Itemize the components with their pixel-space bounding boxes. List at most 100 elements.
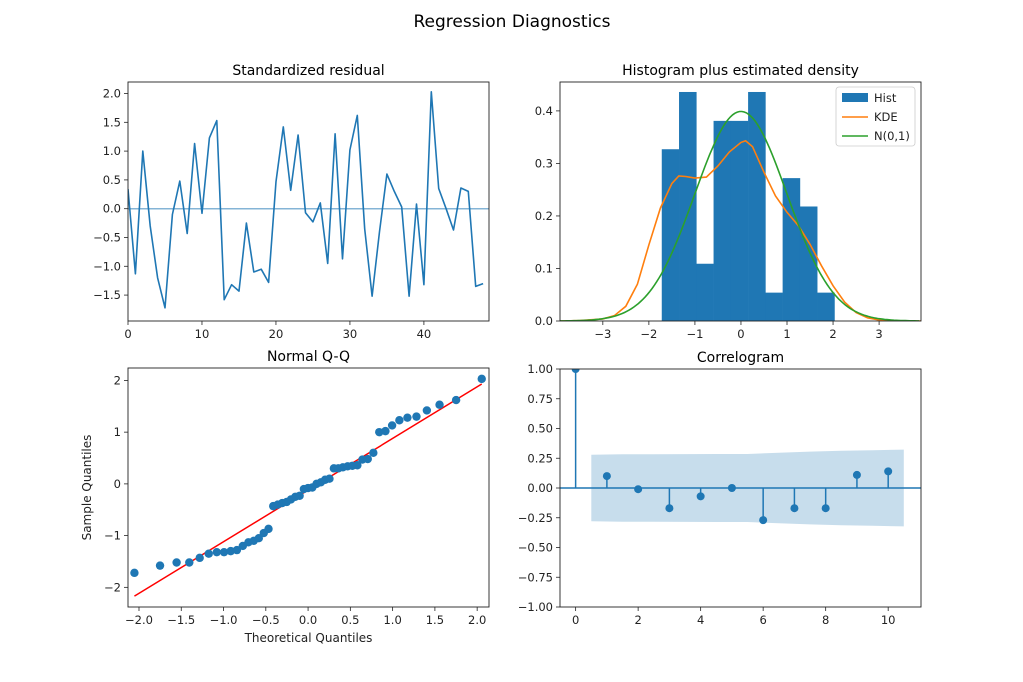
histogram-bar [661,149,680,321]
acf-marker [571,369,580,373]
legend-label: Hist [874,91,897,105]
axes-frame [127,367,490,608]
qq-point [363,454,372,464]
histogram-bar [782,178,801,321]
panel-qq: Normal Q-Q −2.0 −1.5 −1.0 −0.5 0.0 0.5 1.0 1.5 2.… [80,349,490,645]
x-tick-label: 10 [195,327,210,341]
x-tick-label: −2.0 [125,613,153,627]
panel-histogram: Histogram plus estimated density −3 −2 −1 0 1… [535,63,922,341]
y-tick-label: −0.50 [518,541,553,555]
kde-line [560,139,921,321]
histogram-bar [679,91,697,321]
qq-point [130,568,139,578]
x-tick-label: 10 [881,613,896,627]
x-tick-label: 20 [269,327,284,341]
panel-title: Histogram plus estimated density [622,63,859,79]
y-tick-label: 1.00 [527,362,553,376]
acf-marker [665,504,674,513]
qq-point [387,421,397,430]
acf-marker [884,467,893,476]
axes-frame [559,368,922,608]
x-tick-label: 2 [829,327,836,341]
qq-point [195,553,204,563]
residual-series-line [128,91,484,309]
figure-title: Regression Diagnostics [413,12,610,32]
x-tick-label: −1.5 [167,613,195,627]
x-tick-label: 1 [783,327,790,341]
legend-swatch-hist [842,93,868,102]
histogram-bar [817,292,835,321]
x-tick-label: 1.5 [426,613,444,627]
x-tick-label: −1.0 [210,613,238,627]
acf-marker [634,485,643,494]
normal-pdf-line [560,110,920,321]
legend-label: N(0,1) [874,129,910,143]
histogram-bar [748,91,766,321]
qq-point [226,546,235,556]
x-tick-label: 6 [759,613,766,627]
legend-label: KDE [874,110,898,124]
acf-marker [821,504,830,513]
qq-point [353,461,362,470]
qq-point [204,549,213,558]
y-tick-label: −0.5 [93,230,121,244]
qq-point [412,412,421,421]
qq-point [172,558,181,567]
y-tick-label: −2 [104,580,121,594]
qq-point [232,545,242,555]
qq-point [295,491,304,500]
y-tick-label: 2.0 [103,87,121,101]
qq-point [477,374,486,384]
qq-point [219,547,229,557]
x-tick-label: 0.0 [299,613,317,627]
x-tick-label: 1.0 [383,613,401,627]
qq-point [422,406,432,415]
y-tick-label: 0.2 [535,209,553,223]
histogram-bar [696,263,714,321]
plot-area [560,369,921,527]
x-tick-label: −1 [686,327,703,341]
histogram-bar [765,292,783,321]
qq-point [155,561,165,570]
y-tick-label: 0.1 [535,261,553,275]
qq-point [264,524,273,534]
histogram-bar [713,120,732,321]
qq-point [185,558,194,567]
panel-residual: Standardized residual 0 10 20 30 40 −1.5 −1.0 −0… [93,63,490,341]
x-tick-label: 2 [634,613,641,627]
panel-title: Normal Q-Q [267,349,350,365]
acf-marker [696,492,705,501]
x-tick-label: −0.5 [252,613,280,627]
qq-point [381,426,390,436]
x-tick-label: 2.0 [468,613,486,627]
y-tick-label: 0.0 [103,202,121,216]
panel-title: Standardized residual [232,63,384,79]
y-tick-label: −1.0 [93,259,121,273]
acf-marker [602,472,611,481]
acf-marker [759,516,768,525]
plot-area [128,91,489,309]
x-tick-label: 0 [124,327,131,341]
y-tick-label: 0.50 [527,422,553,436]
y-axis-label: Sample Quantiles [80,435,94,541]
x-tick-label: 0 [737,327,744,341]
qq-point [325,474,334,483]
legend: Hist KDE N(0,1) [835,86,916,147]
y-tick-label: 1 [114,425,121,439]
y-tick-label: 1.0 [103,144,121,158]
x-tick-label: 4 [697,613,704,627]
y-tick-label: 0.5 [103,173,121,187]
y-tick-label: 0.4 [535,104,553,118]
x-tick-label: −3 [594,327,611,341]
y-tick-label: 0.75 [527,392,553,406]
x-tick-label: 30 [343,327,358,341]
y-tick-label: 0 [114,477,121,491]
axes-frame [127,81,490,322]
y-tick-label: 0.00 [527,481,553,495]
y-tick-label: −0.25 [518,511,553,525]
x-axis-label: Theoretical Quantiles [244,631,373,645]
qq-point [403,413,412,422]
qq-point [369,448,378,458]
x-tick-label: 0 [572,613,579,627]
